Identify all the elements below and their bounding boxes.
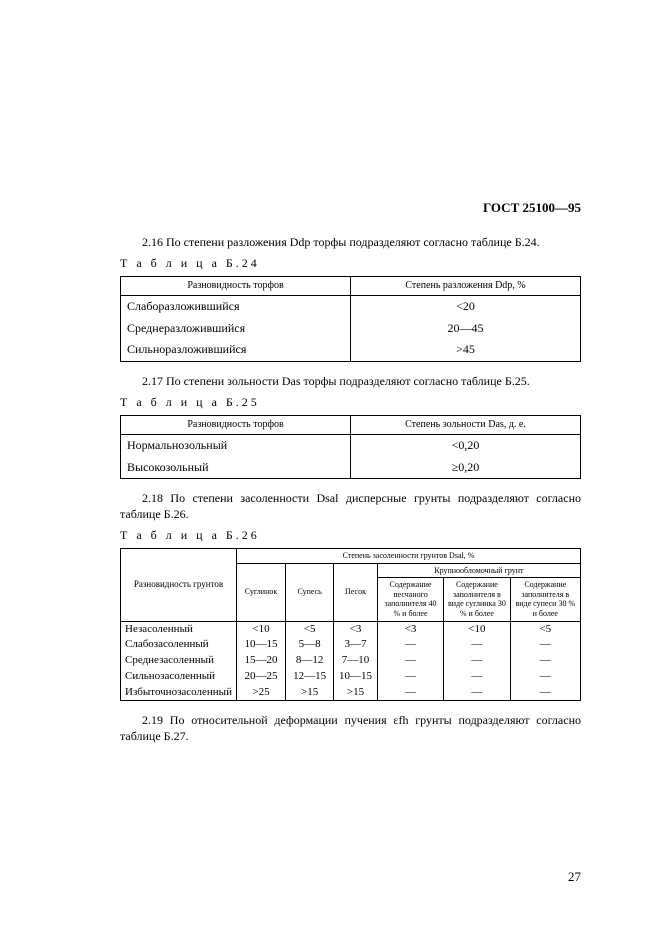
para-2-19: 2.19 По относительной деформации пучения… — [120, 713, 581, 744]
table-row: Среднеразложившийся — [121, 318, 351, 340]
table-row: <0,20 — [351, 435, 581, 457]
table-row: >45 — [351, 339, 581, 361]
table-row: <3 — [334, 621, 378, 637]
table-row: — — [510, 685, 580, 701]
table-b24-caption: Т а б л и ц а Б.24 — [120, 256, 581, 272]
th-degree: Степень разложения Ddp, % — [351, 277, 581, 296]
th-top: Степень засоленности грунтов Dsal, % — [236, 549, 580, 564]
table-row: Сильноразложившийся — [121, 339, 351, 361]
table-row: <5 — [510, 621, 580, 637]
th-c6: Содержание заполнителя в виде супеси 30 … — [510, 578, 580, 621]
table-row: 15—20 — [236, 653, 285, 669]
table-row: 20—45 — [351, 318, 581, 340]
table-row: Избыточнозасоленный — [121, 685, 237, 701]
table-row: — — [444, 653, 510, 669]
th-c5: Содержание заполнителя в виде суглинка 3… — [444, 578, 510, 621]
table-row: — — [510, 637, 580, 653]
th-c4: Содержание песчаного заполнителя 40 % и … — [377, 578, 443, 621]
page-number: 27 — [568, 869, 581, 886]
table-b26: Разновидность грунтов Степень засоленнос… — [120, 548, 581, 701]
th-krupno: Крупнообломочный грунт — [377, 563, 580, 578]
table-b25: Разновидность торфов Степень зольности D… — [120, 415, 581, 479]
table-row: 12—15 — [286, 669, 334, 685]
table-b24: Разновидность торфов Степень разложения … — [120, 276, 581, 362]
th-variety: Разновидность торфов — [121, 416, 351, 435]
table-b25-caption: Т а б л и ц а Б.25 — [120, 395, 581, 411]
th-c1: Суглинок — [236, 563, 285, 621]
table-row: >25 — [236, 685, 285, 701]
table-row: — — [444, 637, 510, 653]
doc-header: ГОСТ 25100—95 — [120, 200, 581, 217]
th-variety: Разновидность торфов — [121, 277, 351, 296]
table-row: <3 — [377, 621, 443, 637]
table-row: 5—8 — [286, 637, 334, 653]
table-b26-caption: Т а б л и ц а Б.26 — [120, 528, 581, 544]
table-row: >15 — [334, 685, 378, 701]
table-row: 10—15 — [236, 637, 285, 653]
table-row: — — [377, 653, 443, 669]
table-row: — — [510, 653, 580, 669]
th-degree: Степень зольности Das, д. е. — [351, 416, 581, 435]
th-variety: Разновидность грунтов — [121, 549, 237, 622]
table-row: <10 — [236, 621, 285, 637]
table-row: — — [510, 669, 580, 685]
table-row: <20 — [351, 296, 581, 318]
table-row: <10 — [444, 621, 510, 637]
table-row: — — [377, 669, 443, 685]
table-row: Сильнозасоленный — [121, 669, 237, 685]
table-row: Слабозасоленный — [121, 637, 237, 653]
para-2-17: 2.17 По степени зольности Das торфы подр… — [120, 374, 581, 390]
table-row: Слаборазложившийся — [121, 296, 351, 318]
table-row: >15 — [286, 685, 334, 701]
table-row: 8—12 — [286, 653, 334, 669]
table-row: — — [444, 685, 510, 701]
th-c2: Супесь — [286, 563, 334, 621]
table-row: — — [377, 637, 443, 653]
table-row: 20—25 — [236, 669, 285, 685]
table-row: — — [377, 685, 443, 701]
table-row: <5 — [286, 621, 334, 637]
table-row: 3—7 — [334, 637, 378, 653]
para-2-16: 2.16 По степени разложения Ddp торфы под… — [120, 235, 581, 251]
table-row: ≥0,20 — [351, 457, 581, 479]
table-row: Незасоленный — [121, 621, 237, 637]
table-row: 7—10 — [334, 653, 378, 669]
table-row: — — [444, 669, 510, 685]
table-row: Нормальнозольный — [121, 435, 351, 457]
table-row: Среднезасоленный — [121, 653, 237, 669]
para-2-18: 2.18 По степени засоленности Dsal диспер… — [120, 491, 581, 522]
table-row: Высокозольный — [121, 457, 351, 479]
table-row: 10—15 — [334, 669, 378, 685]
th-c3: Песок — [334, 563, 378, 621]
